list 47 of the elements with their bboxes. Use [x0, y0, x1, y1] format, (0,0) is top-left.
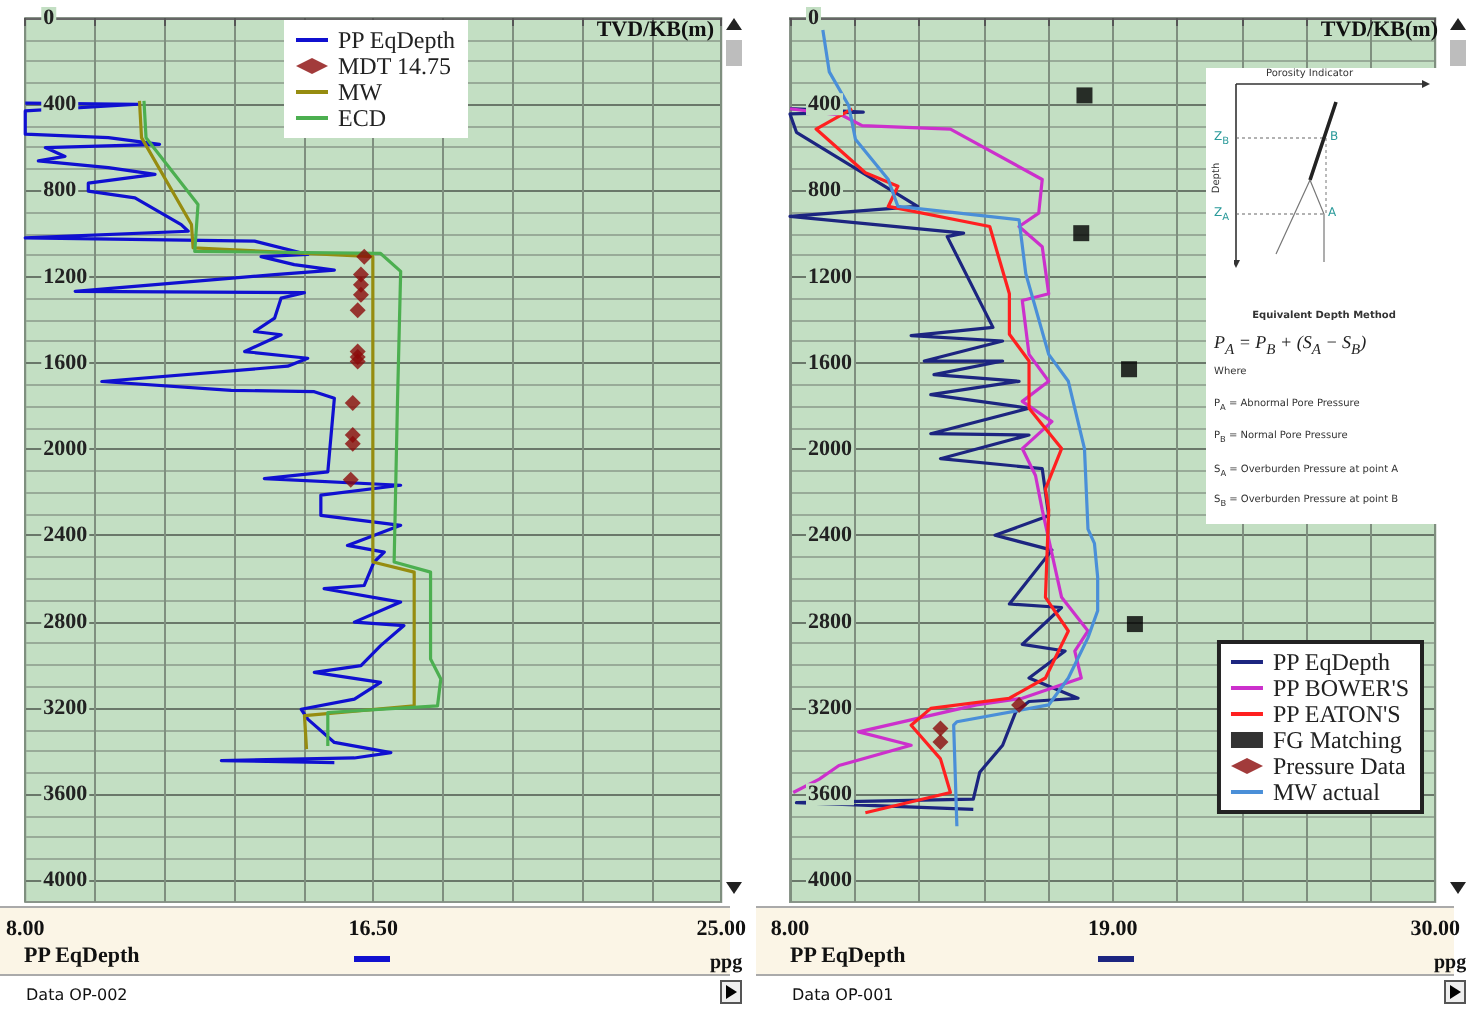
y-tick-label: 0 — [43, 6, 56, 30]
legend-label: PP EATON'S — [1272, 700, 1401, 728]
y-tick-label: 1200 — [43, 264, 89, 289]
y-tick-label: 2800 — [808, 609, 853, 634]
text: P$_{A}$ = P$_{B}$ + (S$_{A}$ − S$_{B}$) — [1214, 332, 1367, 358]
y-tick-label: 2800 — [43, 609, 89, 634]
y-tick-label: 3200 — [808, 695, 853, 720]
y-tick-label: 3600 — [808, 782, 853, 807]
y-tick-label: 400 — [43, 92, 78, 117]
x-axis-title: PP EqDepth — [790, 944, 906, 968]
y-tick-label: 2400 — [808, 523, 853, 548]
y-tick-label: 800 — [43, 178, 78, 203]
legend-label: PP BOWER'S — [1272, 674, 1410, 702]
text: Data OP-002 — [26, 986, 128, 1004]
legend-label: FG Matching — [1272, 726, 1402, 754]
x-axis-title: PP EqDepth — [24, 944, 140, 968]
text: Data OP-001 — [792, 986, 894, 1004]
y-tick-label: 4000 — [808, 868, 853, 893]
text: ppg — [1434, 952, 1466, 974]
y-tick-label: 4000 — [43, 868, 89, 893]
legend-label: MW — [338, 78, 384, 106]
y-tick-label: 2000 — [808, 437, 853, 462]
annotation: TVD/KB(m) — [1320, 18, 1438, 42]
x-tick-label: 25.00 — [696, 917, 747, 941]
legend-label: MDT 14.75 — [338, 52, 451, 80]
x-tick-label: 19.00 — [1087, 917, 1139, 941]
x-tick-label: 8.00 — [6, 917, 46, 941]
y-tick-label: 1200 — [808, 264, 853, 289]
y-tick-label: 0 — [808, 6, 820, 30]
legend-label: MW actual — [1272, 778, 1382, 806]
legend-label: Pressure Data — [1272, 752, 1407, 780]
annotation: TVD/KB(m) — [596, 18, 714, 42]
text: ppg — [710, 952, 743, 974]
x-tick-label: 16.50 — [348, 917, 399, 941]
x-tick-label: 30.00 — [1410, 917, 1461, 941]
y-tick-label: 3200 — [43, 695, 89, 720]
y-tick-label: 3600 — [43, 782, 89, 807]
y-tick-label: 400 — [808, 92, 842, 117]
y-tick-label: 800 — [808, 178, 842, 203]
legend-label: PP EqDepth — [1272, 648, 1391, 676]
legend-label: ECD — [338, 104, 387, 132]
y-tick-label: 2000 — [43, 437, 89, 462]
x-tick-label: 8.00 — [770, 917, 811, 941]
legend-label: PP EqDepth — [338, 26, 456, 54]
y-tick-label: 1600 — [808, 350, 853, 375]
y-tick-label: 2400 — [43, 523, 89, 548]
y-tick-label: 1600 — [43, 350, 89, 375]
